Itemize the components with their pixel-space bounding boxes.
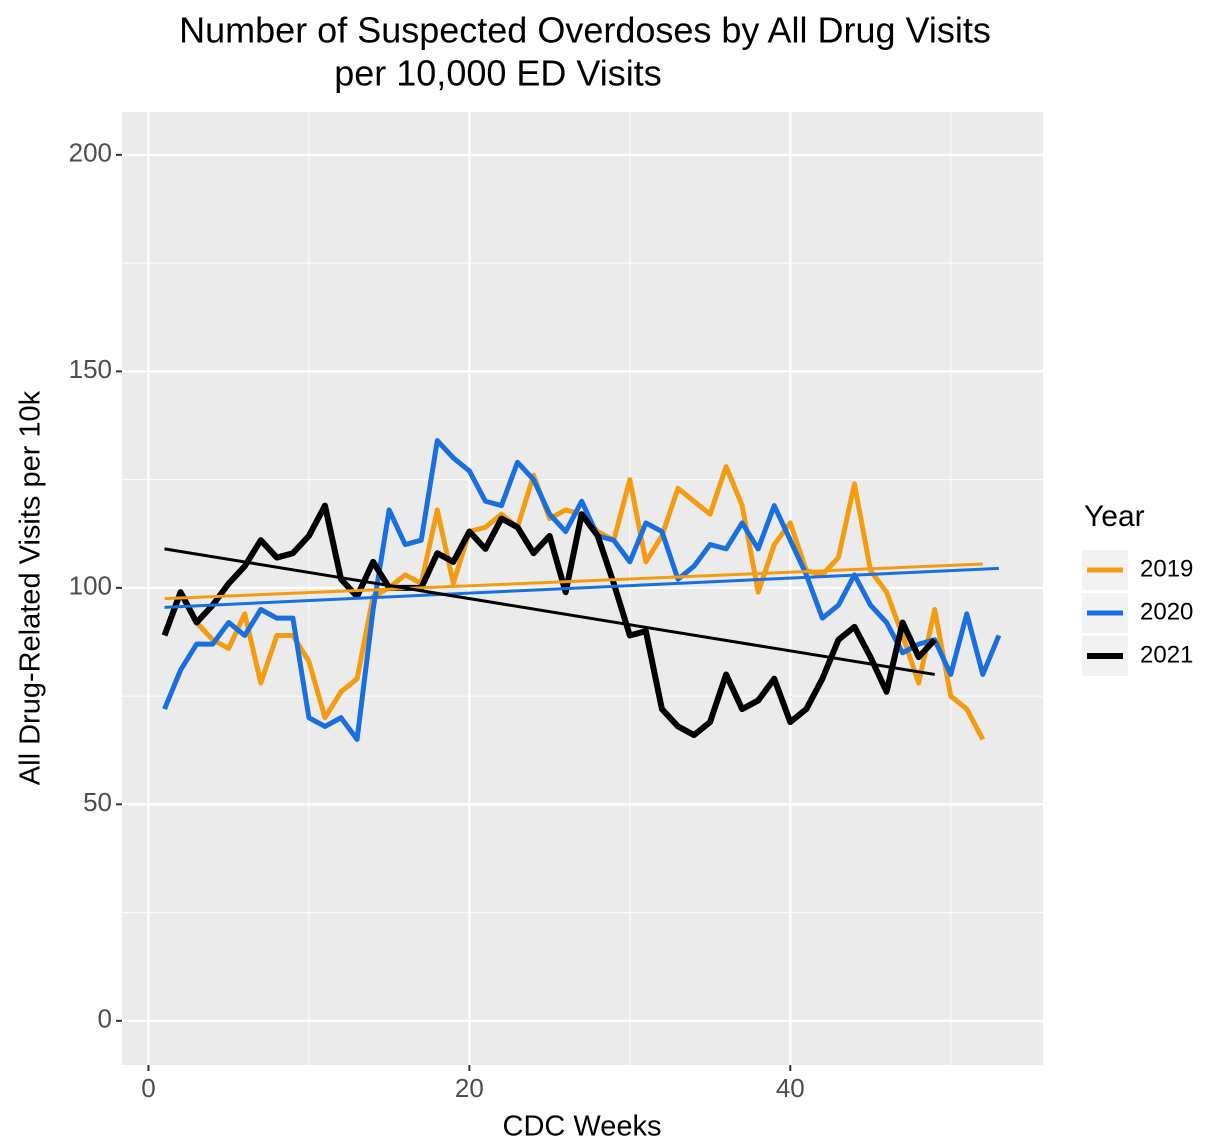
chart-title: per 10,000 ED Visits bbox=[334, 53, 662, 94]
legend-label: 2019 bbox=[1140, 555, 1193, 582]
x-tick-label: 20 bbox=[455, 1073, 484, 1103]
legend-title: Year bbox=[1084, 500, 1145, 533]
legend-label: 2020 bbox=[1140, 598, 1193, 625]
y-tick-label: 50 bbox=[83, 787, 112, 817]
chart-title: Number of Suspected Overdoses by All Dru… bbox=[179, 10, 991, 51]
y-axis-title: All Drug-Related Visits per 10k bbox=[15, 390, 47, 785]
x-tick-label: 0 bbox=[141, 1073, 155, 1103]
series-line bbox=[161, 502, 937, 739]
trend-line bbox=[164, 566, 999, 609]
x-tick-label: 40 bbox=[776, 1073, 805, 1103]
y-tick-label: 200 bbox=[69, 138, 112, 168]
legend-label: 2021 bbox=[1140, 641, 1193, 668]
trend-line bbox=[164, 547, 935, 676]
y-tick-label: 150 bbox=[69, 354, 112, 384]
trend-line bbox=[164, 562, 983, 601]
y-tick-label: 0 bbox=[98, 1004, 112, 1034]
x-axis-title: CDC Weeks bbox=[503, 1111, 662, 1143]
series-line bbox=[162, 438, 1002, 742]
y-tick-label: 100 bbox=[69, 571, 112, 601]
